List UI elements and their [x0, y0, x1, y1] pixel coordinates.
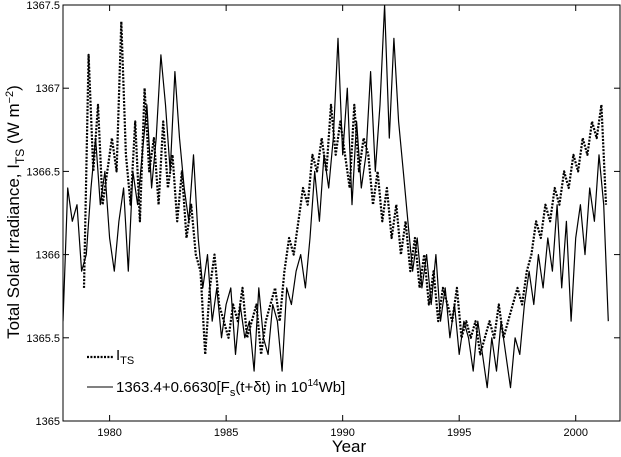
plot-frame	[62, 4, 621, 422]
y-tick-label: 1367	[36, 83, 60, 95]
y-tick-label: 1365.5	[26, 333, 60, 345]
legend-model-sub: s	[230, 387, 236, 399]
y-tick-label: 1366	[36, 250, 60, 262]
legend-its-sub: TS	[120, 355, 134, 367]
x-axis: 1980 1985 1990 1995 2000	[97, 5, 588, 439]
legend-its-label: ITS	[116, 347, 134, 367]
y-axis-title-units-exp: −2	[4, 91, 16, 104]
series-layer	[63, 5, 609, 389]
x-tick-label: 1990	[330, 427, 354, 439]
y-axis-title-sub: TS	[13, 149, 27, 164]
x-axis-title: Year	[332, 437, 367, 456]
x-tick-label: 1995	[447, 427, 471, 439]
y-tick-label: 1367.5	[26, 0, 60, 12]
legend-model-exp: 14	[308, 378, 320, 389]
y-axis-title-main: Total Solar Irradiance, I	[4, 164, 23, 339]
y-axis-title: Total Solar Irradiance, ITS (W m−2)	[4, 85, 27, 339]
legend-model-label: 1363.4+0.6630[Fs(t+δt) in 1014Wb]	[116, 378, 345, 399]
legend: ITS 1363.4+0.6630[Fs(t+δt) in 1014Wb]	[87, 347, 345, 399]
legend-model-part1: 1363.4+0.6630[F	[116, 379, 230, 396]
x-tick-label: 1980	[97, 427, 121, 439]
legend-its-main: I	[116, 347, 120, 364]
legend-model-part2: (t+δt) in 10	[235, 379, 307, 396]
y-axis-title-units-close: )	[4, 85, 23, 91]
legend-model-part3: Wb]	[319, 379, 346, 396]
y-tick-label: 1365	[36, 416, 60, 428]
y-tick-label: 1366.5	[26, 166, 60, 178]
x-tick-label: 2000	[563, 427, 587, 439]
series-line-model	[63, 5, 609, 389]
x-tick-label: 1985	[214, 427, 238, 439]
y-axis-title-units-open: (W m	[4, 103, 23, 148]
y-axis: 1365 1365.5 1366 1366.5 1367 1367.5	[26, 0, 620, 428]
